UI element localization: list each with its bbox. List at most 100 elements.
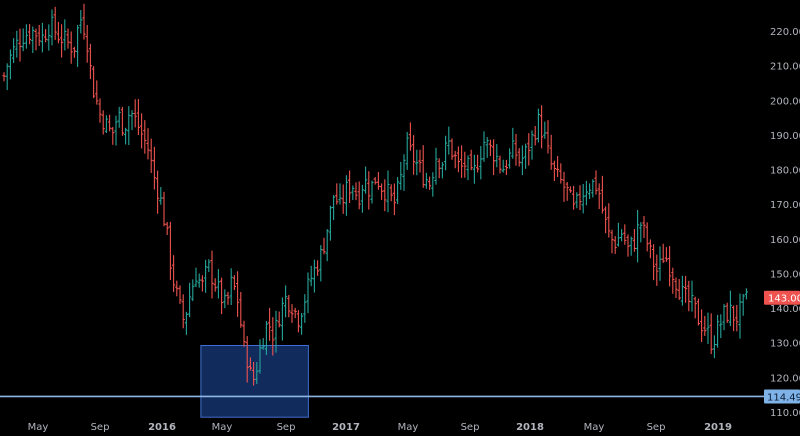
ohlc-bar [594, 170, 598, 195]
ohlc-bar [696, 298, 700, 326]
ohlc-bar [508, 148, 512, 169]
ohlc-bar [687, 280, 691, 312]
ohlc-bar [533, 126, 537, 146]
x-tick-label: Sep [277, 422, 296, 432]
ohlc-bar [69, 31, 73, 64]
ohlc-bar [156, 170, 160, 214]
ohlc-bar [504, 159, 508, 175]
y-tick-label: 200.00 [770, 96, 800, 107]
ohlc-bar [8, 49, 12, 80]
ohlc-bar [348, 170, 352, 203]
ohlc-bar [85, 25, 89, 63]
ohlc-bar [248, 357, 252, 371]
ohlc-bar [82, 3, 86, 40]
ohlc-bar [332, 195, 336, 221]
ohlc-bar [600, 175, 604, 214]
ohlc-bar [252, 362, 256, 386]
ohlc-bar [287, 294, 291, 318]
ohlc-bar [498, 155, 502, 174]
ohlc-bar [693, 296, 697, 319]
ohlc-bar [264, 321, 268, 355]
ohlc-bar [552, 160, 556, 182]
ohlc-bar [338, 183, 342, 205]
ohlc-bar [296, 310, 300, 333]
ohlc-bar [111, 126, 115, 145]
ohlc-bar [191, 279, 195, 302]
ohlc-bar [152, 146, 156, 190]
y-tick-label: 220.00 [770, 27, 800, 38]
last-price-label: 143.00 [768, 294, 800, 305]
ohlc-bar [204, 259, 208, 293]
ohlc-bar [690, 280, 694, 312]
ohlc-bar [684, 275, 688, 303]
ohlc-bar [546, 120, 550, 154]
x-axis[interactable]: May Sep 2016 May Sep 2017 May Sep 2018 May Sep 2019 [28, 422, 732, 433]
ohlc-bar [572, 185, 576, 210]
ohlc-bar [229, 268, 233, 306]
ohlc-bar [15, 30, 19, 58]
ohlc-bar [677, 279, 681, 300]
ohlc-bar [629, 236, 633, 256]
ohlc-bar [277, 311, 281, 328]
x-tick-label: 2018 [516, 422, 544, 432]
y-tick-label: 120.00 [770, 373, 800, 384]
ohlc-bar [674, 277, 678, 299]
ohlc-bar [728, 290, 732, 326]
ohlc-bar [376, 171, 380, 190]
ohlc-bar [408, 122, 412, 151]
x-tick-label: May [398, 422, 419, 432]
ohlc-bar [18, 28, 22, 62]
ohlc-bar [76, 24, 80, 67]
ohlc-bar [194, 267, 198, 288]
ohlc-bar [575, 192, 579, 209]
ohlc-bar [450, 138, 454, 160]
ohlc-bar [271, 317, 275, 356]
ohlc-bar [668, 246, 672, 287]
ohlc-bar [306, 272, 310, 314]
ohlc-bar [642, 215, 646, 238]
ohlc-bar [290, 304, 294, 323]
ohlc-bar [396, 177, 400, 205]
ohlc-bar [210, 250, 214, 299]
ohlc-bar [21, 28, 25, 52]
ohlc-bar [44, 29, 48, 43]
highlight-zone[interactable] [200, 344, 309, 418]
ohlc-bar [34, 28, 38, 51]
ohlc-bar [716, 314, 720, 348]
ohlc-bar [444, 135, 448, 171]
ohlc-bar [562, 171, 566, 202]
ohlc-bar [226, 291, 230, 305]
ohlc-bar [268, 307, 272, 341]
ohlc-bar [325, 229, 329, 262]
ohlc-bar [101, 110, 105, 135]
ohlc-bar [604, 206, 608, 234]
ohlc-bar [399, 161, 403, 190]
ohlc-bar [581, 183, 585, 214]
ohlc-bar [31, 26, 35, 53]
ohlc-bars [2, 3, 748, 386]
ohlc-bar [495, 144, 499, 168]
ohlc-bar [220, 277, 224, 315]
ohlc-bar [428, 176, 432, 190]
ohlc-bar [274, 310, 278, 353]
y-tick-label: 170.00 [770, 200, 800, 211]
ohlc-bar [37, 24, 41, 46]
ohlc-bar [309, 265, 313, 287]
ohlc-bar [303, 294, 307, 323]
y-axis[interactable]: 110.00 120.00 130.00 140.00 150.00 160.00 170.… [770, 27, 800, 419]
ohlc-bar [402, 154, 406, 191]
ohlc-bar [380, 183, 384, 200]
ohlc-bar [344, 175, 348, 216]
ohlc-bar [389, 184, 393, 202]
last-price-badge: 143.00 [764, 290, 800, 305]
ohlc-bar [197, 273, 201, 288]
ohlc-bar [130, 110, 134, 131]
ohlc-bar [626, 234, 630, 257]
ohlc-bar [95, 80, 99, 105]
ohlc-bar [104, 115, 108, 133]
ohlc-bar [140, 113, 144, 149]
ohlc-bar [648, 239, 652, 259]
